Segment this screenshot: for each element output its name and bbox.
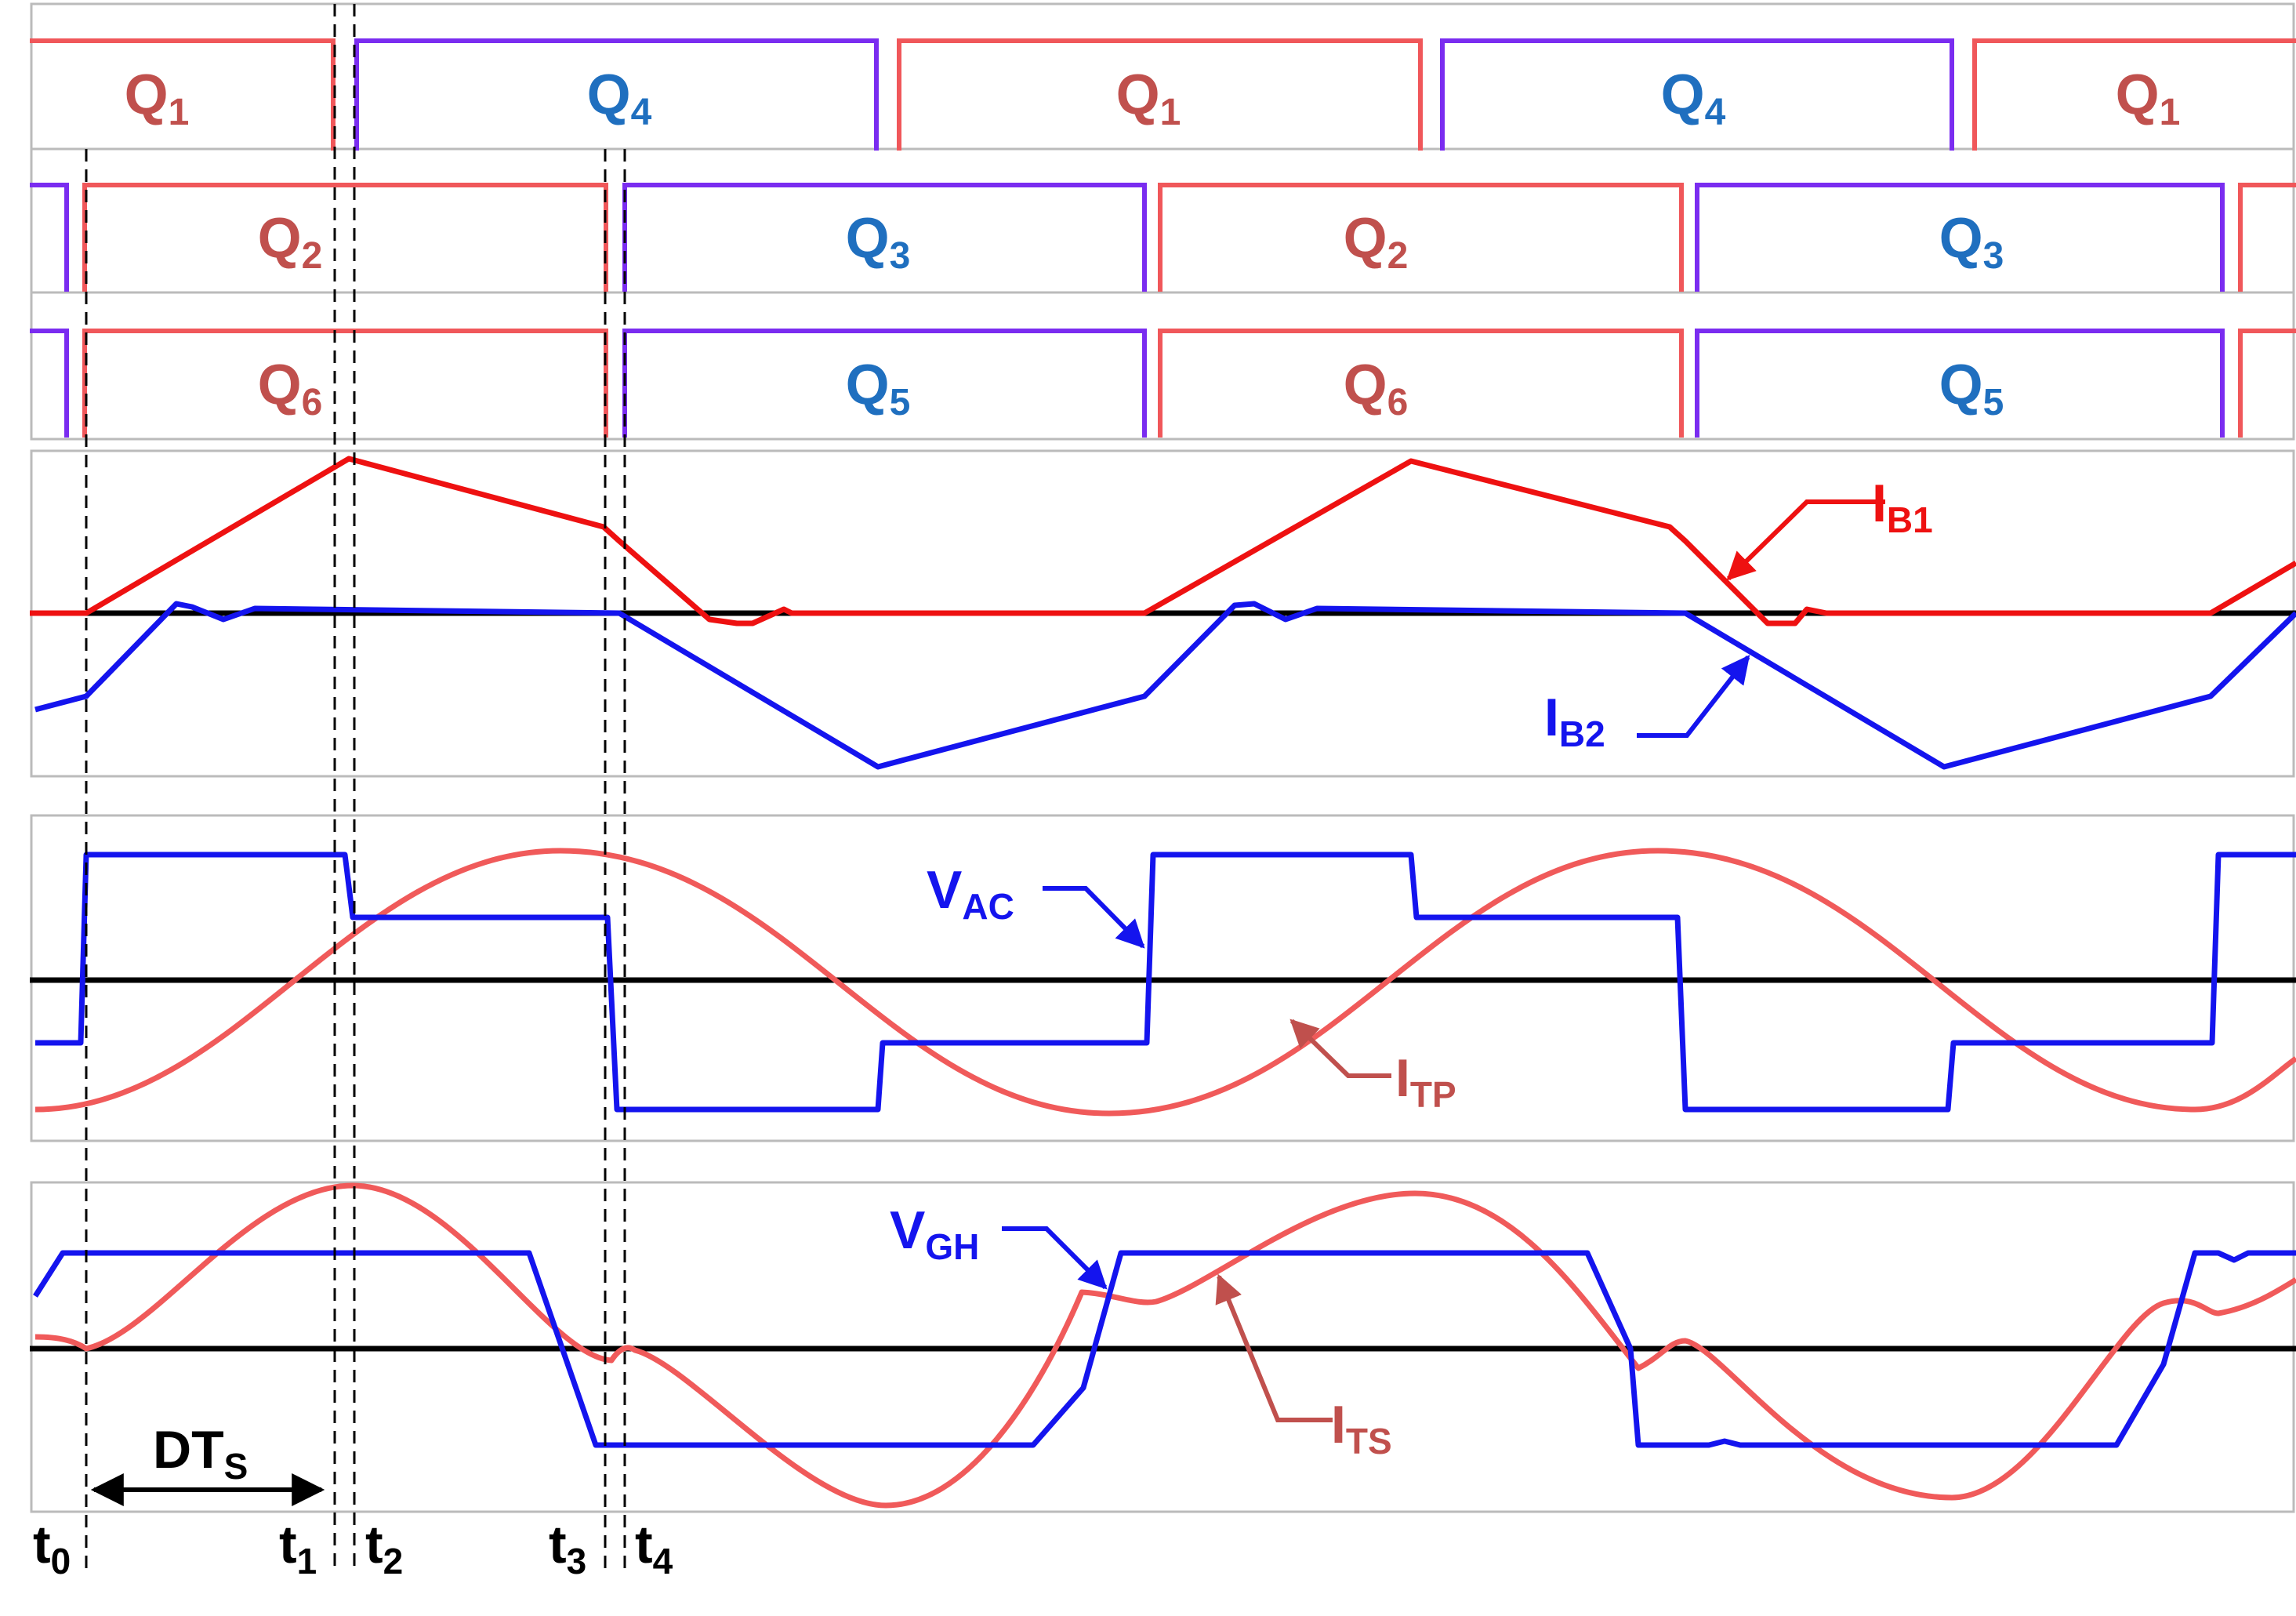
gate-label-base: Q — [2116, 64, 2160, 126]
ib1-leader — [1726, 499, 1885, 581]
signal-leaders — [1002, 499, 1885, 1422]
ib2-waveform — [34, 601, 2296, 770]
gate-label-base: Q — [1939, 354, 1983, 416]
gate-label-subscript: 1 — [2160, 92, 2181, 133]
gate-label-q1: Q1 — [1116, 64, 1181, 133]
gate-label-subscript: 4 — [1705, 92, 1726, 133]
itp-waveform — [34, 848, 2296, 1117]
gate-label-q5: Q5 — [1939, 354, 2004, 423]
gate-label-subscript: 5 — [890, 382, 911, 423]
gate-panel-3-frame — [30, 291, 2295, 441]
gate-label-subscript: 1 — [1160, 92, 1181, 133]
secondary-signals — [33, 1182, 2296, 1509]
gate-label-base: Q — [258, 207, 302, 270]
its-waveform — [34, 1182, 2296, 1509]
gate-label-base: Q — [1661, 64, 1705, 126]
vgh-label: VGH — [890, 1200, 979, 1267]
gate-label-q6: Q6 — [258, 354, 323, 423]
gate-label-subscript: 6 — [1387, 382, 1409, 423]
gate-label-base: Q — [125, 64, 169, 126]
gate-label-q4: Q4 — [587, 64, 652, 133]
gate-q5-waveform — [30, 329, 2225, 438]
vgh-waveform — [33, 1250, 2296, 1448]
gate-q4-waveform — [354, 38, 1954, 151]
gate-q1-waveform — [30, 38, 2296, 151]
itp-label: ITP — [1395, 1048, 1456, 1115]
t0-label: t0 — [33, 1515, 71, 1582]
vac-label: VAC — [927, 860, 1014, 927]
gate-label-q6: Q6 — [1344, 354, 1409, 423]
ib2-leader — [1637, 655, 1750, 738]
gate-label-base: Q — [587, 64, 631, 126]
gate-label-subscript: 2 — [302, 235, 323, 277]
ib1-label: IB1 — [1872, 474, 1933, 540]
gate-label-base: Q — [1116, 64, 1160, 126]
gate-label-subscript: 5 — [1983, 382, 2004, 423]
bridge-currents — [30, 456, 2296, 770]
dts-label: DTS — [153, 1420, 248, 1487]
gate-label-base: Q — [258, 354, 302, 416]
ib1-waveform — [30, 456, 2296, 626]
gate-label-q1: Q1 — [125, 64, 190, 133]
time-marker-lines — [85, 4, 626, 1572]
its-label: ITS — [1331, 1395, 1392, 1462]
gate-label-subscript: 2 — [1387, 235, 1409, 277]
t2-label: t2 — [365, 1515, 403, 1582]
gate-label-q1: Q1 — [2116, 64, 2181, 133]
gate-label-subscript: 3 — [1983, 235, 2004, 277]
gate-label-base: Q — [846, 207, 890, 270]
gate-label-q2: Q2 — [1344, 207, 1409, 277]
gate-label-subscript: 1 — [169, 92, 190, 133]
t1-label: t1 — [279, 1515, 317, 1582]
gate-label-q4: Q4 — [1661, 64, 1726, 133]
itp-leader — [1289, 1019, 1391, 1078]
gate-label-q2: Q2 — [258, 207, 323, 277]
its-leader — [1215, 1273, 1333, 1422]
gate-label-q5: Q5 — [846, 354, 911, 423]
gate-label-subscript: 4 — [631, 92, 652, 133]
t3-label: t3 — [549, 1515, 586, 1582]
vac-waveform — [35, 852, 2296, 1113]
gate-label-base: Q — [1344, 207, 1387, 270]
t4-label: t4 — [635, 1515, 673, 1582]
vgh-leader — [1002, 1226, 1108, 1290]
gate-label-q3: Q3 — [846, 207, 911, 277]
gate-label-base: Q — [846, 354, 890, 416]
vac-leader — [1043, 886, 1145, 949]
gate-label-base: Q — [1939, 207, 1983, 270]
gate-label-q3: Q3 — [1939, 207, 2004, 277]
gate-label-subscript: 6 — [302, 382, 323, 423]
ib2-label: IB2 — [1544, 688, 1605, 754]
gate-waveforms — [30, 38, 2296, 438]
gate-q3-waveform — [30, 183, 2225, 292]
zero-axes — [30, 610, 2296, 1352]
primary-signals — [34, 848, 2296, 1117]
gate-label-subscript: 3 — [890, 235, 911, 277]
gate-label-base: Q — [1344, 354, 1387, 416]
